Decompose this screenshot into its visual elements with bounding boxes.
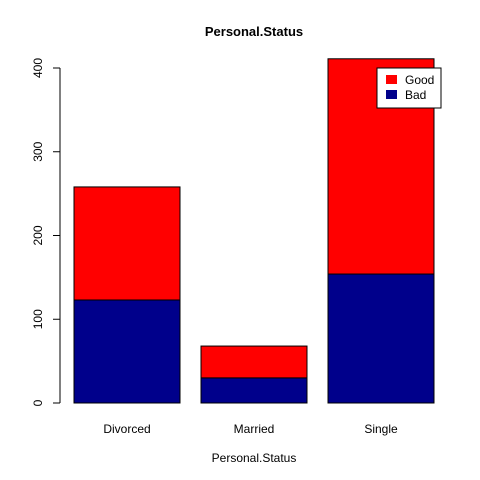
- chart-title: Personal.Status: [205, 24, 303, 39]
- bar-divorced-bad: [73, 299, 181, 404]
- legend-swatch-bad: [386, 90, 397, 99]
- y-tick-label-100: 100: [31, 309, 45, 329]
- y-tick-label-400: 400: [31, 58, 45, 78]
- legend-box: [376, 67, 442, 109]
- x-tick-labels: Divorced Married Single: [103, 422, 398, 436]
- x-tick-label-divorced: Divorced: [103, 422, 150, 436]
- x-tick-label-single: Single: [364, 422, 398, 436]
- legend-label-good: Good: [405, 73, 434, 87]
- x-axis-label: Personal.Status: [212, 451, 297, 465]
- y-tick-label-0: 0: [31, 399, 45, 406]
- bars-group: [73, 58, 435, 404]
- legend-swatch-good: [386, 75, 397, 84]
- x-tick-label-married: Married: [234, 422, 275, 436]
- y-tick-label-200: 200: [31, 225, 45, 245]
- bar-married-good: [200, 345, 308, 379]
- legend: Good Bad: [376, 67, 442, 109]
- bar-divorced-good: [73, 186, 181, 301]
- bar-single-bad: [327, 273, 435, 404]
- y-tick-label-300: 300: [31, 141, 45, 161]
- y-axis: 0 100 200 300 400: [31, 58, 61, 406]
- bar-married-bad: [200, 377, 308, 404]
- legend-label-bad: Bad: [405, 88, 426, 102]
